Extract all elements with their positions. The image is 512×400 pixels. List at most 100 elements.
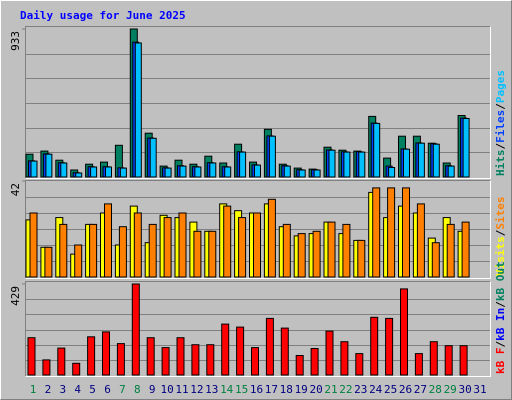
x-tick-label: 21 (324, 383, 337, 396)
bar (280, 327, 289, 376)
bar (57, 347, 66, 376)
bar (328, 149, 336, 178)
bar (223, 205, 232, 278)
bar (194, 166, 202, 178)
bar (119, 167, 127, 178)
bar (298, 169, 306, 178)
bar (462, 118, 470, 178)
bar (87, 336, 96, 376)
bar (357, 239, 366, 278)
bar (312, 230, 321, 278)
legend-separator: / (494, 229, 507, 236)
x-tick-label: 15 (235, 383, 248, 396)
bar (254, 164, 261, 178)
bar (224, 166, 232, 178)
bar (118, 226, 127, 278)
bar (42, 359, 51, 376)
x-tick-label: 2 (45, 383, 52, 396)
bar (414, 353, 423, 376)
bar (385, 317, 394, 376)
legend-entry: kB Out (494, 261, 507, 301)
legend-entry: Sites (494, 197, 507, 230)
bar (251, 347, 259, 376)
bar (342, 223, 351, 278)
bar (355, 353, 364, 376)
bar (29, 212, 38, 278)
x-tick-label: 4 (74, 383, 81, 396)
bar (295, 355, 304, 376)
x-tick-label: 1 (30, 383, 37, 396)
x-tick-label: 16 (250, 383, 263, 396)
bar (253, 212, 261, 278)
x-tick-label: 29 (444, 383, 457, 396)
bar (402, 187, 410, 278)
x-tick-label: 3 (59, 383, 66, 396)
bar (164, 167, 172, 178)
x-tick-label: 24 (369, 383, 383, 396)
bar (310, 348, 319, 376)
bar (176, 337, 185, 376)
bar (89, 223, 98, 278)
x-tick-label: 17 (265, 383, 278, 396)
bar (268, 135, 276, 178)
legend-separator: / (494, 301, 507, 308)
bar (282, 223, 291, 278)
bar (178, 212, 187, 278)
bar (104, 203, 112, 278)
bar (74, 244, 83, 278)
x-tick-label: 8 (134, 383, 141, 396)
x-tick-label: 11 (175, 383, 188, 396)
panel-border (25, 26, 491, 179)
bar (343, 151, 351, 178)
bar (400, 288, 408, 376)
y-max-label: 429 (9, 286, 22, 306)
panel-border (25, 26, 491, 179)
bar (429, 341, 438, 376)
x-tick-label: 20 (309, 383, 322, 396)
x-tick-label: 7 (119, 383, 126, 396)
legend-separator: / (494, 103, 507, 110)
bar (446, 223, 455, 278)
bar (60, 162, 68, 178)
bar (340, 341, 349, 376)
bar (403, 148, 410, 178)
x-tick-label: 10 (160, 383, 173, 396)
bar (30, 160, 38, 178)
x-tick-label: 26 (399, 383, 412, 396)
legend-entry: Pages (494, 70, 507, 103)
x-tick-label: 27 (414, 383, 427, 396)
bar (444, 345, 453, 376)
bar (191, 344, 200, 376)
bar (161, 347, 170, 376)
bar (373, 122, 381, 178)
bar (447, 165, 455, 178)
bar (388, 167, 396, 178)
bar (372, 187, 381, 278)
bar (208, 230, 217, 278)
bar (149, 137, 157, 178)
bar (358, 151, 366, 178)
x-tick-label: 28 (429, 383, 442, 396)
x-tick-label: 19 (295, 383, 308, 396)
bar (417, 142, 425, 178)
legend-entry: Visits (494, 236, 507, 276)
bar (131, 283, 140, 376)
bar (313, 169, 321, 178)
bar (90, 166, 98, 178)
bar (325, 330, 334, 376)
legend-separator: / (494, 143, 507, 150)
legend-entry: Files (494, 110, 507, 143)
bar (193, 230, 202, 278)
bar (45, 153, 53, 178)
legend-separator: / (494, 341, 507, 348)
bar (327, 221, 336, 278)
x-tick-label: 12 (190, 383, 203, 396)
x-tick-label: 25 (384, 383, 397, 396)
bar (59, 223, 68, 278)
bar (238, 217, 247, 278)
bar (459, 345, 468, 376)
x-tick-label: 31 (473, 383, 486, 396)
bar (44, 246, 53, 278)
